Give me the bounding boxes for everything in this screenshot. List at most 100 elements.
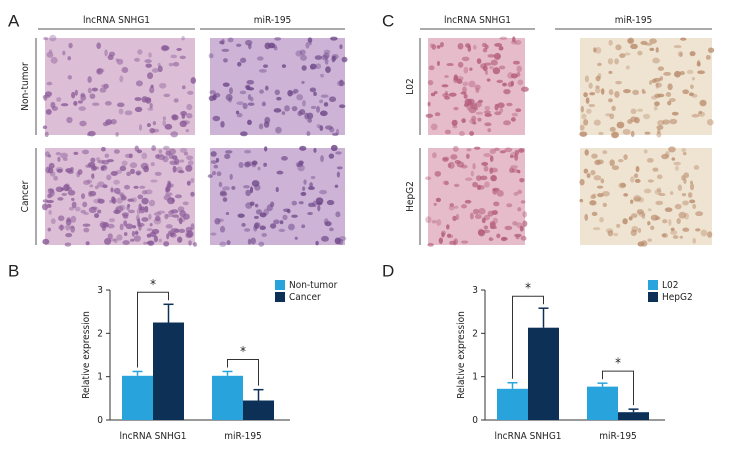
cell	[484, 70, 489, 75]
x-tick-label: miR-195	[599, 431, 637, 442]
cell	[674, 70, 681, 78]
cell	[82, 223, 91, 227]
cell	[579, 124, 585, 131]
cell	[595, 75, 601, 82]
cell	[655, 82, 659, 89]
cell	[691, 113, 700, 118]
cell	[141, 217, 149, 222]
cell	[592, 227, 601, 231]
cell	[158, 149, 163, 154]
cell	[428, 65, 435, 71]
cell	[630, 108, 637, 115]
cell	[583, 168, 589, 174]
cell	[446, 63, 454, 67]
cell	[627, 119, 633, 124]
cell	[50, 218, 56, 225]
cell	[425, 216, 432, 224]
cell	[615, 44, 622, 51]
cell	[111, 196, 116, 203]
cell	[41, 203, 49, 211]
cell	[127, 198, 134, 202]
cell	[48, 162, 55, 169]
cell	[588, 82, 593, 89]
cell	[461, 204, 467, 209]
cell	[107, 233, 113, 240]
cell	[483, 153, 491, 158]
cell	[225, 211, 230, 216]
cell	[83, 212, 89, 216]
cell	[225, 150, 233, 154]
cell	[509, 154, 514, 159]
cell	[242, 102, 248, 110]
cell	[479, 175, 488, 181]
cell	[137, 222, 145, 227]
micrograph	[210, 38, 345, 135]
cell	[467, 98, 475, 105]
cell	[126, 171, 131, 177]
cell	[133, 185, 139, 189]
cell	[667, 100, 672, 106]
cell	[440, 230, 446, 236]
cell	[100, 164, 108, 171]
cell	[174, 194, 182, 199]
cell	[468, 106, 477, 114]
cell	[231, 185, 236, 190]
cell	[287, 89, 293, 97]
cell	[595, 85, 600, 89]
cell	[74, 89, 78, 96]
cell	[669, 191, 674, 195]
cell	[298, 160, 304, 165]
cell	[658, 193, 666, 197]
cell	[668, 219, 672, 226]
cell	[281, 156, 288, 161]
micrograph	[428, 148, 525, 245]
cell	[157, 210, 165, 214]
cell	[457, 61, 464, 68]
cell	[339, 44, 343, 50]
cell	[489, 155, 494, 162]
cell	[307, 118, 313, 123]
cell	[44, 151, 50, 157]
cell	[313, 147, 317, 153]
cell	[439, 41, 444, 48]
cell	[341, 56, 348, 63]
cell	[138, 203, 142, 211]
cell	[85, 241, 90, 246]
cell	[472, 163, 476, 170]
cell	[299, 145, 307, 151]
cell	[490, 59, 498, 66]
cell	[237, 213, 245, 218]
cell	[681, 147, 687, 153]
cell	[300, 191, 307, 197]
cell	[147, 72, 154, 80]
cell	[178, 170, 185, 174]
cell	[586, 108, 592, 114]
cell	[149, 127, 156, 134]
cell	[686, 69, 694, 75]
cell	[627, 37, 635, 45]
cell	[602, 202, 608, 208]
cell	[438, 237, 443, 244]
cell	[261, 101, 266, 107]
cell	[678, 211, 687, 219]
cell	[510, 73, 518, 79]
cell	[45, 108, 52, 115]
column-header: lncRNA SNHG1	[83, 15, 150, 26]
cell	[96, 68, 103, 75]
cell	[143, 241, 148, 245]
cell	[179, 120, 188, 128]
cell	[464, 199, 472, 204]
column-header: lncRNA SNHG1	[444, 15, 511, 26]
cell	[244, 161, 251, 168]
cell	[135, 80, 143, 87]
cell	[503, 89, 511, 95]
cell	[247, 102, 255, 106]
cell	[668, 98, 676, 103]
cell	[246, 80, 255, 85]
legend-swatch	[648, 292, 658, 302]
cell	[304, 112, 309, 120]
cell	[186, 180, 191, 186]
cell	[583, 92, 588, 98]
x-tick-label: lncRNA SNHG1	[494, 431, 561, 442]
y-axis-label: Relative expression	[456, 311, 467, 399]
